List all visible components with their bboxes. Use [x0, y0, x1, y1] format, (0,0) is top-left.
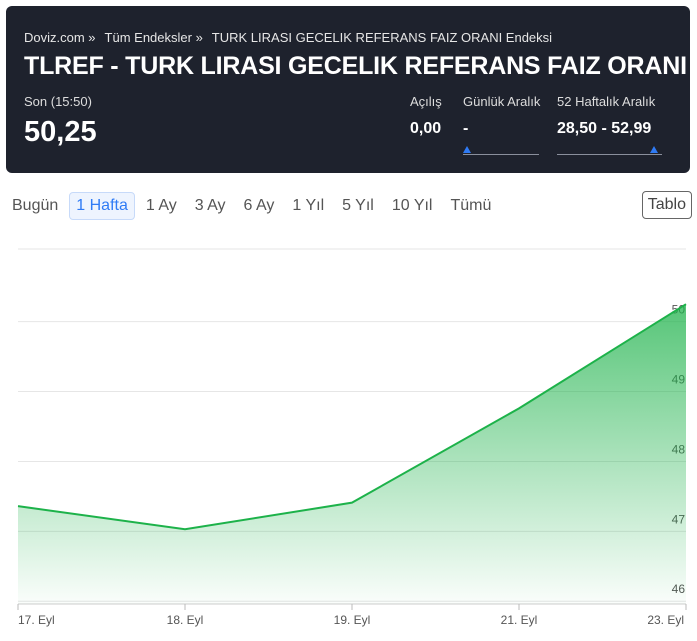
x-tick-label: 17. Eyl	[18, 613, 55, 627]
range-marker	[463, 146, 471, 153]
range-tab[interactable]: 3 Ay	[194, 197, 226, 214]
stat: Günlük Aralık -	[463, 94, 540, 138]
range-tab[interactable]: 10 Yıl	[391, 197, 433, 214]
stat-value: 0,00	[410, 120, 442, 137]
range-bar	[463, 154, 539, 155]
table-button[interactable]: Tablo	[641, 191, 692, 219]
range-marker	[650, 146, 658, 153]
range-tab[interactable]: 5 Yıl	[342, 197, 374, 214]
stat-label: Günlük Aralık	[463, 94, 541, 109]
x-tick-label: 21. Eyl	[501, 613, 538, 627]
range-tab[interactable]: 1 Ay	[145, 197, 177, 214]
range-tab[interactable]: 6 Ay	[243, 197, 275, 214]
stat-label: 52 Haftalık Aralık	[557, 94, 656, 109]
crumb[interactable]: Tüm Endeksler »	[104, 30, 203, 45]
line	[17, 303, 687, 531]
range-bar	[557, 154, 662, 155]
title: TLREF - TURK LIRASI GECELIK REFERANS FAI…	[24, 52, 687, 80]
header: Doviz.com » Tüm Endeksler » TURK LIRASI GE…	[6, 6, 690, 173]
range-tab[interactable]: Bugün	[12, 197, 59, 214]
stat: 52 Haftalık Aralık 28,50 - 52,99	[557, 94, 655, 138]
crumb[interactable]: Doviz.com »	[24, 30, 96, 45]
stat-label: Açılış	[410, 94, 442, 109]
stat: Açılış 0,00	[410, 94, 442, 138]
last-value: 50,25	[24, 116, 97, 148]
x-tick-label: 23. Eyl	[647, 613, 684, 627]
range-tab[interactable]: 1 Yıl	[292, 197, 325, 214]
last-label: Son (15:50)	[24, 94, 92, 109]
range-tab[interactable]: Tümü	[450, 197, 492, 214]
x-tick-label: 19. Eyl	[334, 613, 371, 627]
crumb[interactable]: TURK LIRASI GECELIK REFERANS FAIZ ORANI …	[211, 30, 553, 45]
range-tab[interactable]: 1 Hafta	[69, 192, 135, 220]
tabs: Bugün 1 Hafta 1 Ay 3 Ay 6 Ay 1 Yıl 5 Yıl 10 Yıl…	[5, 192, 502, 220]
stat-value: -	[463, 120, 469, 137]
breadcrumb: Doviz.com » Tüm Endeksler » TURK LIRASI GE…	[24, 30, 561, 45]
x-tick-label: 18. Eyl	[167, 613, 204, 627]
stat-value: 28,50 - 52,99	[557, 120, 652, 137]
area	[18, 304, 686, 604]
